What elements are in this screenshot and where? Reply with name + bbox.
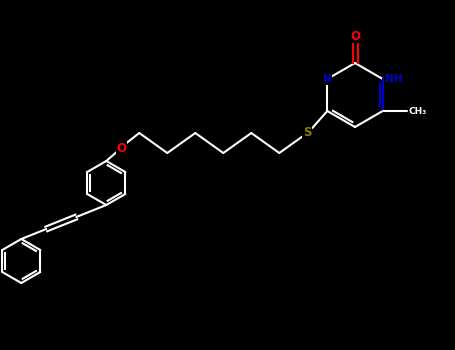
Text: NH: NH bbox=[385, 74, 402, 84]
Text: S: S bbox=[303, 126, 312, 140]
Text: CH₃: CH₃ bbox=[409, 106, 427, 116]
Text: O: O bbox=[116, 141, 126, 154]
Text: O: O bbox=[350, 29, 360, 42]
Text: N: N bbox=[323, 74, 332, 84]
